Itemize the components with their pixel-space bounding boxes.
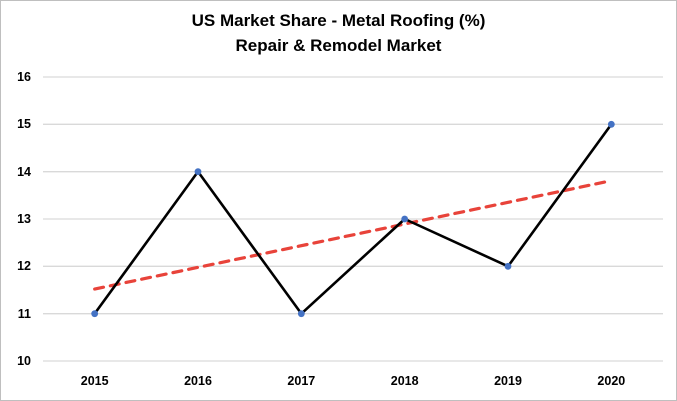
y-tick-label: 12: [17, 259, 31, 274]
data-point-marker: [607, 120, 615, 128]
chart-title-line-2: Repair & Remodel Market: [235, 36, 442, 55]
data-point-marker: [401, 215, 409, 223]
y-tick-label: 11: [17, 306, 31, 321]
data-point-marker: [297, 310, 305, 318]
data-point-marker: [194, 168, 202, 176]
x-tick-label: 2019: [494, 374, 522, 388]
y-tick-label: 13: [17, 212, 31, 226]
x-tick-label: 2018: [390, 374, 419, 388]
y-tick-label: 10: [17, 354, 31, 368]
y-tick-label: 14: [17, 164, 31, 179]
trendline: [93, 179, 613, 291]
y-tick-label: 15: [17, 117, 31, 132]
x-tick-label: 2020: [597, 374, 626, 388]
data-point-marker: [91, 310, 99, 318]
x-tick-label: 2015: [80, 374, 109, 388]
series-line: [93, 123, 613, 315]
chart-title: US Market Share - Metal Roofing (%) Repa…: [1, 8, 676, 58]
chart-title-line-1: US Market Share - Metal Roofing (%): [191, 11, 486, 30]
x-tick-label: 2017: [287, 374, 316, 388]
y-tick-label: 16: [17, 70, 31, 84]
data-point-marker: [504, 262, 512, 270]
x-tick-label: 2016: [184, 374, 212, 388]
